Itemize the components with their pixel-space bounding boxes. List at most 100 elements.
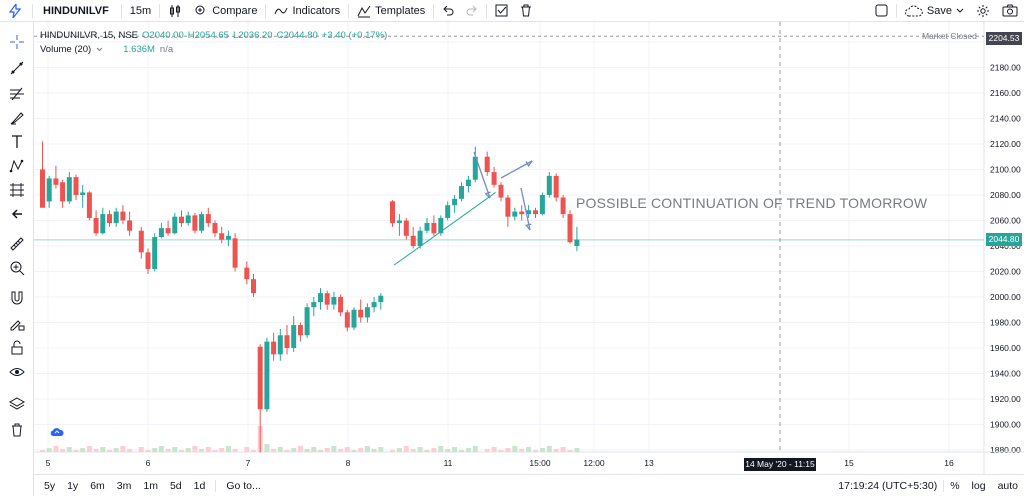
- square-icon: [875, 4, 888, 17]
- indicators-label: Indicators: [292, 4, 341, 17]
- range-button-1y[interactable]: 1y: [67, 479, 79, 492]
- data-cloud-icon[interactable]: [50, 424, 64, 442]
- range-button-1m[interactable]: 1m: [143, 479, 158, 492]
- volume-bar: [567, 450, 573, 452]
- candle-body: [553, 175, 559, 198]
- bottom-toolbar: 5y 1y 6m 3m 1m 5d 1d Go to... 17:19:24 (UTC+5:…: [34, 474, 1024, 496]
- volume-bar: [212, 450, 218, 452]
- candle-body: [145, 252, 151, 269]
- range-button-5y[interactable]: 5y: [44, 479, 56, 492]
- candle-body: [199, 214, 205, 231]
- trendline-tool[interactable]: [5, 58, 29, 78]
- candle-body: [251, 279, 256, 294]
- compare-icon: [195, 5, 205, 14]
- delete-button[interactable]: [514, 0, 538, 22]
- chart-type-button[interactable]: [162, 0, 188, 22]
- layers-icon: [9, 397, 25, 410]
- volume-bar: [351, 450, 357, 452]
- compare-label: Compare: [212, 4, 258, 17]
- lock-tool[interactable]: [5, 338, 29, 358]
- volume-bar: [165, 449, 171, 452]
- volume-bar: [120, 446, 126, 452]
- candle-body: [212, 223, 218, 234]
- layout-button[interactable]: [869, 0, 894, 22]
- last-price-label: 2044.80: [986, 233, 1022, 246]
- volume-bar: [533, 450, 538, 452]
- range-button-1d[interactable]: 1d: [193, 479, 206, 492]
- volume-bar: [152, 448, 158, 452]
- settings-button[interactable]: [970, 0, 996, 22]
- candle-body: [304, 307, 310, 336]
- symbol-search[interactable]: HINDUNILVF: [43, 4, 109, 17]
- stay-drawing-tool[interactable]: [5, 314, 29, 334]
- lightning-icon[interactable]: [0, 0, 30, 22]
- prediction-icon: [10, 183, 24, 197]
- text-tool[interactable]: [5, 132, 29, 152]
- brush-tool[interactable]: [5, 108, 29, 128]
- volume-bar: [424, 450, 430, 452]
- log-toggle[interactable]: log: [971, 479, 986, 492]
- candle-body: [472, 156, 478, 180]
- volume-bar: [459, 450, 464, 452]
- percent-toggle[interactable]: %: [950, 479, 960, 492]
- snapshot-button[interactable]: [996, 0, 1024, 22]
- bottom-right: 17:19:24 (UTC+5:30) % log auto: [832, 479, 1024, 492]
- zoom-tool[interactable]: [5, 258, 29, 278]
- volume-bar: [244, 447, 250, 452]
- candle-body: [73, 177, 79, 195]
- legend-low: L2036.20: [232, 30, 273, 41]
- indicators-button[interactable]: Indicators: [268, 0, 346, 22]
- volume-bar: [304, 449, 310, 452]
- volume-bar: [271, 449, 277, 452]
- delete-drawings-tool[interactable]: [5, 420, 29, 440]
- pattern-tool[interactable]: [5, 156, 29, 176]
- auto-toggle[interactable]: auto: [997, 479, 1018, 492]
- back-tool[interactable]: [5, 204, 29, 224]
- measure-tool[interactable]: [5, 234, 29, 254]
- time-tick-label: 15:00: [529, 458, 551, 468]
- volume-bar: [358, 448, 364, 452]
- alert-button[interactable]: [489, 0, 514, 22]
- range-button-6m[interactable]: 6m: [90, 479, 105, 492]
- lock-open-icon: [11, 340, 23, 355]
- range-button-3m[interactable]: 3m: [116, 479, 132, 492]
- volume-bar: [199, 449, 205, 452]
- crosshair-tool[interactable]: [5, 32, 29, 52]
- divider: [215, 479, 217, 492]
- fib-tool[interactable]: [5, 84, 29, 104]
- visibility-tool[interactable]: [5, 362, 29, 382]
- candle-body: [179, 216, 184, 224]
- candle-body: [93, 217, 99, 234]
- clock[interactable]: 17:19:24 (UTC+5:30): [838, 479, 938, 492]
- candle-body: [431, 223, 437, 234]
- trendline-icon: [10, 61, 24, 75]
- range-button-5d[interactable]: 5d: [169, 479, 182, 492]
- candle-body: [438, 217, 444, 234]
- candle-body: [560, 197, 566, 215]
- candle-body: [396, 220, 402, 224]
- horizontal-line-price-label: 2204.53: [986, 32, 1022, 45]
- divider: [433, 3, 435, 18]
- volume-bar: [225, 446, 231, 452]
- price-chart[interactable]: 2200.002180.002160.002140.002120.002100.…: [34, 22, 1024, 474]
- compare-button[interactable]: Compare: [188, 0, 263, 22]
- volume-label[interactable]: Volume (20): [40, 44, 92, 55]
- chart-annotation-text[interactable]: POSSIBLE CONTINUATION OF TREND TOMORROW: [576, 195, 928, 211]
- undo-button[interactable]: [436, 0, 460, 22]
- top-toolbar: HINDUNILVF 15m Compare Indicators Templa…: [0, 0, 1024, 22]
- candle-body: [297, 325, 303, 336]
- candle-body: [417, 230, 423, 246]
- layers-tool[interactable]: [5, 394, 29, 414]
- volume-bar: [403, 446, 409, 452]
- magnet-tool[interactable]: [5, 288, 29, 308]
- volume-bar: [291, 448, 297, 452]
- arrow-head: [484, 191, 491, 199]
- candle-body: [318, 293, 323, 303]
- goto-button[interactable]: Go to...: [226, 479, 261, 492]
- templates-button[interactable]: Templates: [351, 0, 431, 22]
- save-button[interactable]: Save: [899, 0, 970, 22]
- volume-bar: [484, 449, 490, 452]
- interval-button[interactable]: 15m: [129, 4, 152, 17]
- prediction-tool[interactable]: [5, 180, 29, 200]
- redo-button[interactable]: [460, 0, 484, 22]
